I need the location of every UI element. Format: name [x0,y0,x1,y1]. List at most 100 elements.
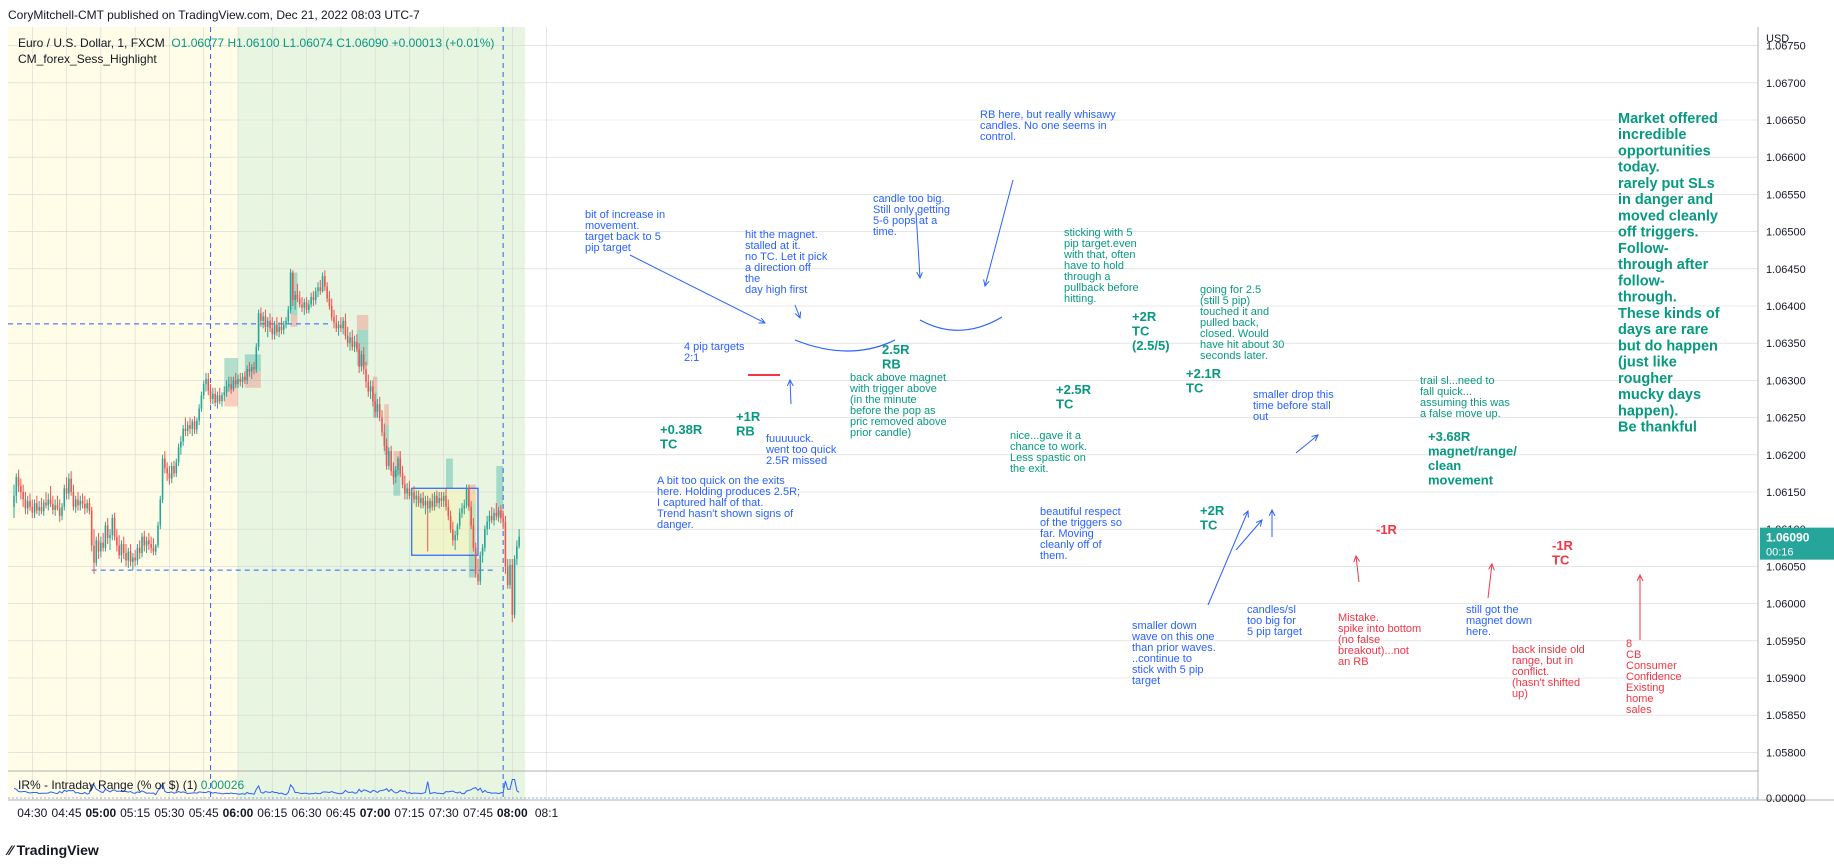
candle-body [17,477,20,487]
candle-body [65,488,68,494]
price-tick-label: 1.06350 [1766,338,1806,350]
candle-body [378,404,381,418]
symbol-name: Euro / U.S. Dollar, 1, FXCM [18,36,165,50]
price-tick-label: 1.05900 [1766,673,1806,685]
candle-body [79,500,82,506]
annotation-a1: bit of increase in movement. target back t… [585,209,665,254]
candle-body [305,302,308,310]
candle-body [104,525,107,548]
indicator-legend[interactable]: CM_forex_Sess_Highlight [18,52,157,66]
price-tick-label: 1.06150 [1766,487,1806,499]
candle-body [232,380,235,390]
candle-body [95,540,98,563]
candle-body [157,525,159,546]
annotations: bit of increase in movement. target back t… [585,109,1720,716]
logo-icon: ⁄⁄ [8,842,13,858]
candle-body [356,341,358,350]
candle-body [461,508,463,513]
candle-body [127,551,130,561]
candle-body [205,378,207,385]
candle-body [70,478,72,492]
indicator-name: IR% - Intraday Range (% or $) (1) [18,778,198,792]
candle-body [481,547,484,556]
time-tick-label: 07:30 [429,806,459,820]
candle-body [26,500,29,509]
candle-body [81,500,84,504]
chart-grid [8,27,1834,801]
swing-low-arc [919,316,1003,331]
stop-zone [244,371,261,388]
candle-body [198,408,200,421]
candle-body [280,326,283,330]
candle-body [317,287,319,292]
candle-body [77,499,79,506]
candle-body [429,500,431,509]
candle-body [154,545,157,552]
candle-body [68,478,70,494]
candle-body [328,298,331,306]
candle-body [143,536,146,546]
candle-body [248,369,251,372]
candle-body [372,386,374,402]
candle-body [449,515,452,530]
candle-body [250,367,253,372]
annotation-a15: +2.5R TC [1056,382,1092,412]
candle-body [330,306,333,318]
candle-body [463,505,466,509]
candle-body [301,304,303,308]
annotation-arrow [1235,520,1262,551]
candle-body [262,316,264,321]
candle-body [129,551,132,562]
candle-body [401,473,404,485]
annotation-a25: smaller down wave on this one than prior w… [1131,620,1216,687]
currency-label: USD [1766,33,1789,45]
indicator-line [13,779,520,796]
price-tick-label: 1.06650 [1766,115,1806,127]
annotation-arrow [1487,564,1492,599]
candle-body [257,313,260,347]
candle-body [340,324,342,329]
candle-body [193,421,196,430]
tradingview-logo[interactable]: ⁄⁄ TradingView [8,842,99,858]
candle-body [47,499,50,506]
candle-body [310,297,312,305]
price-tick-label: 1.05950 [1766,636,1806,648]
target-zone [445,458,453,489]
candle-body [312,297,315,301]
stop-zone [468,484,476,504]
indicator-pane-label[interactable]: IR% - Intraday Range (% or $) (1) 0.0002… [18,778,244,792]
stop-zone [372,376,378,392]
annotation-arrow [985,179,1014,286]
reference-lines [8,27,504,800]
candle-body [170,465,173,479]
candle-body [337,324,340,329]
candle-body [148,540,150,545]
annotation-a30: 8 CB Consumer Confidence Existing home sales [1626,638,1682,716]
candle-body [406,488,408,494]
candle-body [102,542,104,548]
candle-body [342,320,344,329]
annotation-a24: -1R TC [1552,538,1574,568]
candle-body [454,535,456,541]
time-tick-label: 05:30 [154,806,184,820]
symbol-legend[interactable]: Euro / U.S. Dollar, 1, FXCM O1.06077 H1.… [18,36,494,50]
candle-body [166,468,168,474]
annotation-arrow [1356,556,1359,583]
price-tick-label: 1.06400 [1766,301,1806,313]
candle-body [118,545,120,556]
candle-body [445,495,447,507]
candle-body [392,471,395,478]
candle-body [394,469,397,478]
candle-body [38,506,40,511]
annotation-a23: -1R [1376,522,1398,537]
candle-body [86,503,88,509]
annotation-a29: back inside old range, but in conflict. (ha… [1512,644,1585,700]
annotation-a14: +2.1R TC [1186,366,1222,396]
ohlc-open: O1.06077 [171,36,225,50]
price-tick-label: 1.06200 [1766,450,1806,462]
candle-body [376,404,379,412]
candle-body [353,341,356,347]
candle-body [335,322,338,329]
candle-body [415,495,418,500]
